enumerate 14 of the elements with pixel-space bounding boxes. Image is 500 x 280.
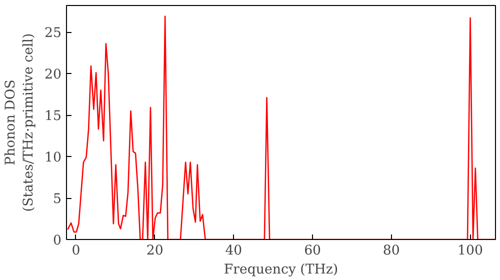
y-tick-label: 20 bbox=[44, 68, 62, 83]
y-tick-label: 15 bbox=[44, 109, 62, 124]
x-tick-label: 20 bbox=[146, 244, 164, 258]
x-axis-title: Frequency (THz) bbox=[224, 262, 338, 278]
y-axis-title: Phonon DOS (States/THz·primitive cell) bbox=[4, 33, 37, 212]
x-tick-label: 60 bbox=[304, 244, 322, 258]
y-tick-label: 0 bbox=[53, 234, 62, 248]
y-tick-label: 25 bbox=[44, 26, 62, 42]
y-tick-label: 10 bbox=[44, 150, 62, 166]
y-tick-label: 5 bbox=[53, 192, 62, 208]
x-tick-label: 80 bbox=[382, 244, 400, 258]
x-tick-label: 100 bbox=[458, 244, 483, 258]
x-tick-label: 40 bbox=[225, 244, 242, 258]
x-tick-label: 0 bbox=[72, 244, 80, 258]
